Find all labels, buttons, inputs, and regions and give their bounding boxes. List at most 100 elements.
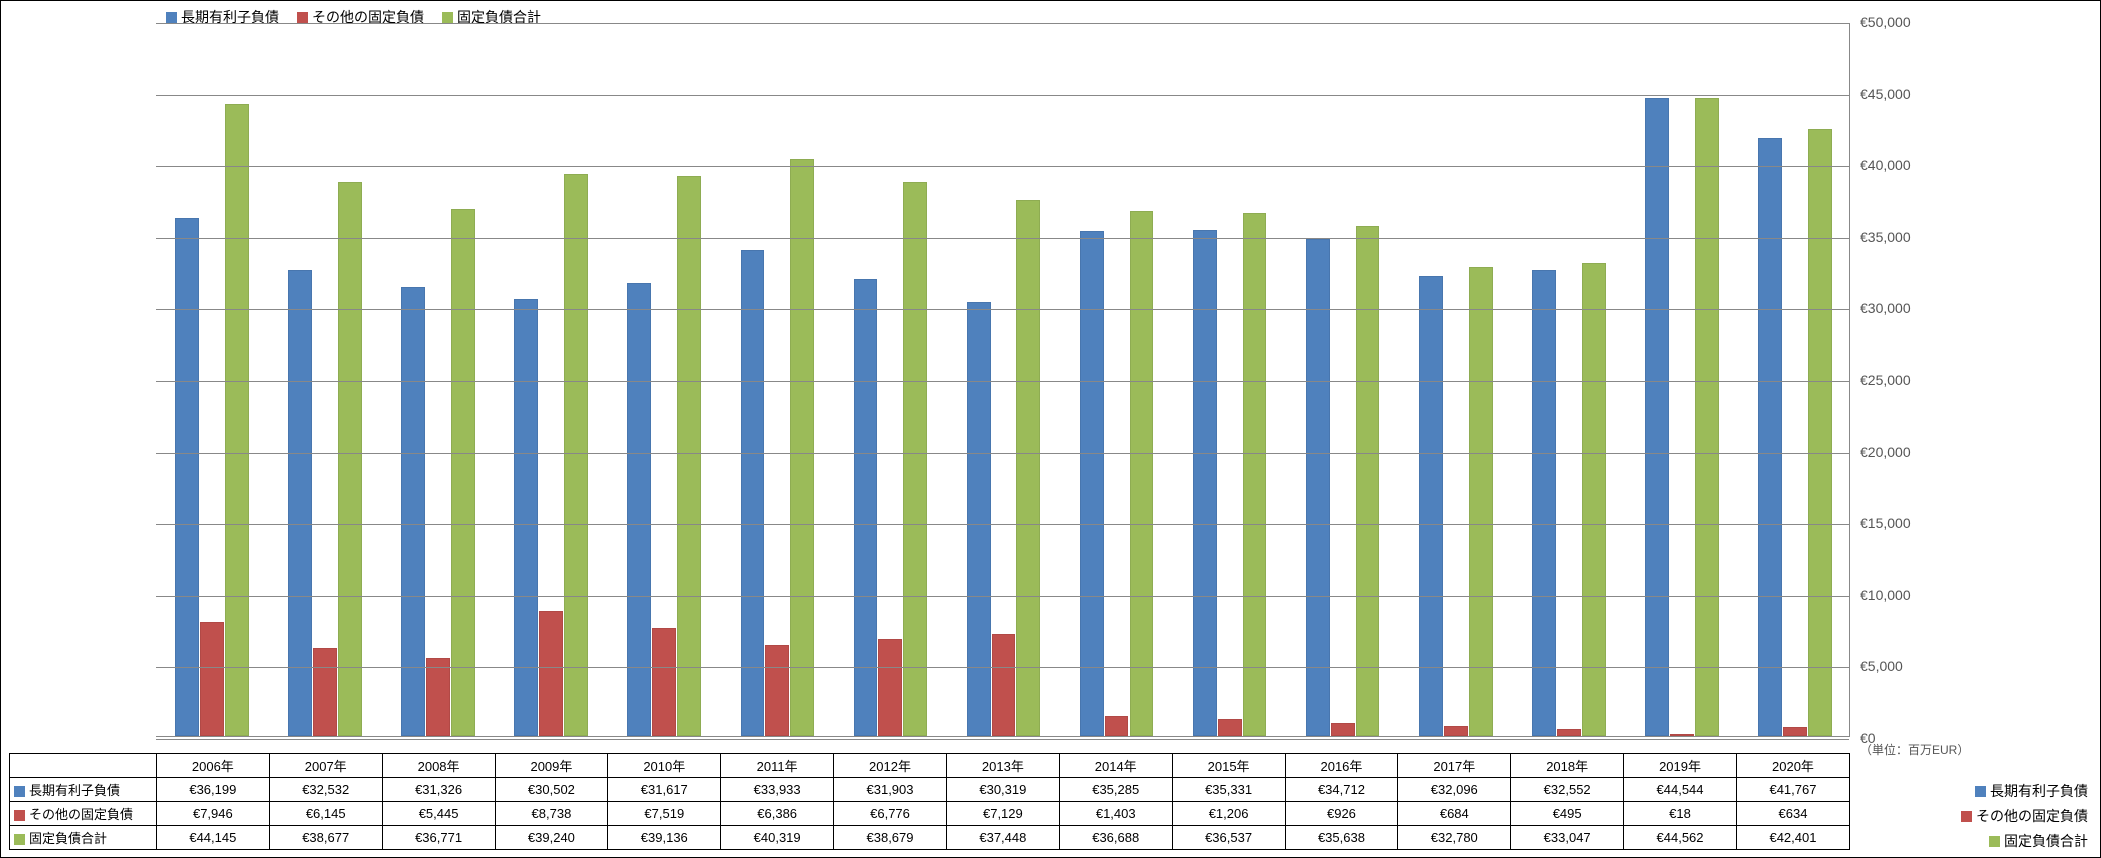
legend-right-item: 固定負債合計	[1989, 831, 2088, 851]
table-cell: €44,145	[156, 826, 269, 850]
bar	[426, 658, 450, 736]
gridline	[156, 309, 1849, 310]
table-cell: €7,946	[156, 802, 269, 826]
table-cell: €495	[1511, 802, 1624, 826]
table-corner-cell	[10, 754, 157, 778]
bar	[1105, 716, 1129, 736]
y-tick-label: €15,000	[1860, 515, 1911, 531]
table-col-header: 2017年	[1398, 754, 1511, 778]
y-tick-label: €30,000	[1860, 300, 1911, 316]
table-col-header: 2014年	[1059, 754, 1172, 778]
table-cell: €6,386	[721, 802, 834, 826]
row-swatch-icon	[14, 810, 25, 821]
gridline	[156, 596, 1849, 597]
bar	[878, 639, 902, 736]
bar	[1243, 213, 1267, 736]
table-cell: €7,129	[946, 802, 1059, 826]
table-col-header: 2015年	[1172, 754, 1285, 778]
table-col-header: 2010年	[608, 754, 721, 778]
bar	[1758, 138, 1782, 736]
table-cell: €32,780	[1398, 826, 1511, 850]
table-row-header: 固定負債合計	[10, 826, 157, 850]
bar	[1444, 726, 1468, 736]
table-cell: €39,136	[608, 826, 721, 850]
bar	[1532, 270, 1556, 736]
table-cell: €36,537	[1172, 826, 1285, 850]
y-tick-label: €50,000	[1860, 14, 1911, 30]
table-cell: €33,933	[721, 778, 834, 802]
bar	[200, 622, 224, 736]
gridline	[156, 667, 1849, 668]
table-cell: €37,448	[946, 826, 1059, 850]
bar	[903, 182, 927, 736]
y-tick-label: €25,000	[1860, 372, 1911, 388]
bar	[451, 209, 475, 736]
bar	[765, 645, 789, 736]
bar	[338, 182, 362, 736]
bar	[539, 611, 563, 736]
y-tick-label: €10,000	[1860, 587, 1911, 603]
table-cell: €6,145	[269, 802, 382, 826]
bar	[741, 250, 765, 736]
table-col-header: 2006年	[156, 754, 269, 778]
table-cell: €31,326	[382, 778, 495, 802]
gridline	[156, 95, 1849, 96]
gridline	[156, 739, 1849, 740]
row-swatch-icon	[14, 786, 25, 797]
table-cell: €6,776	[834, 802, 947, 826]
bar	[1469, 267, 1493, 736]
table-col-header: 2013年	[946, 754, 1059, 778]
bar	[313, 648, 337, 736]
table-cell: €32,096	[1398, 778, 1511, 802]
bar	[1130, 211, 1154, 736]
y-tick-label: €35,000	[1860, 229, 1911, 245]
bar	[652, 628, 676, 736]
gridline	[156, 166, 1849, 167]
table-cell: €36,771	[382, 826, 495, 850]
y-tick-label: €0	[1860, 730, 1876, 746]
bar	[225, 104, 249, 736]
bar	[1016, 200, 1040, 736]
y-axis-unit-label: （単位：百万EUR）	[1860, 741, 1969, 758]
legend-swatch-icon	[297, 12, 308, 23]
table-cell: €38,677	[269, 826, 382, 850]
legend-right-label: 固定負債合計	[2004, 831, 2088, 851]
table-cell: €36,199	[156, 778, 269, 802]
table-cell: €31,617	[608, 778, 721, 802]
table-cell: €39,240	[495, 826, 608, 850]
table-col-header: 2011年	[721, 754, 834, 778]
table-cell: €926	[1285, 802, 1398, 826]
bar	[564, 174, 588, 736]
table-cell: €33,047	[1511, 826, 1624, 850]
table-cell: €30,502	[495, 778, 608, 802]
table-col-header: 2020年	[1736, 754, 1849, 778]
table-row-header: 長期有利子負債	[10, 778, 157, 802]
table-cell: €35,638	[1285, 826, 1398, 850]
bar	[288, 270, 312, 736]
table-col-header: 2018年	[1511, 754, 1624, 778]
table-header-row: 2006年2007年2008年2009年2010年2011年2012年2013年…	[10, 754, 1850, 778]
gridline	[156, 238, 1849, 239]
table-cell: €35,331	[1172, 778, 1285, 802]
bar	[992, 634, 1016, 736]
bar	[1557, 729, 1581, 736]
table-cell: €8,738	[495, 802, 608, 826]
bar	[401, 287, 425, 736]
legend-right-item: 長期有利子負債	[1975, 781, 2088, 801]
bar	[1670, 734, 1694, 736]
table-cell: €44,562	[1624, 826, 1737, 850]
table-cell: €35,285	[1059, 778, 1172, 802]
legend-swatch-icon	[1975, 786, 1986, 797]
table-cell: €36,688	[1059, 826, 1172, 850]
table-cell: €32,532	[269, 778, 382, 802]
legend-right-item: その他の固定負債	[1961, 806, 2088, 826]
bars-layer	[156, 23, 1849, 736]
table-cell: €38,679	[834, 826, 947, 850]
table-col-header: 2007年	[269, 754, 382, 778]
bar	[1193, 230, 1217, 736]
legend-right-label: 長期有利子負債	[1990, 781, 2088, 801]
bar	[1080, 231, 1104, 736]
gridline	[156, 381, 1849, 382]
table-cell: €18	[1624, 802, 1737, 826]
table-cell: €30,319	[946, 778, 1059, 802]
